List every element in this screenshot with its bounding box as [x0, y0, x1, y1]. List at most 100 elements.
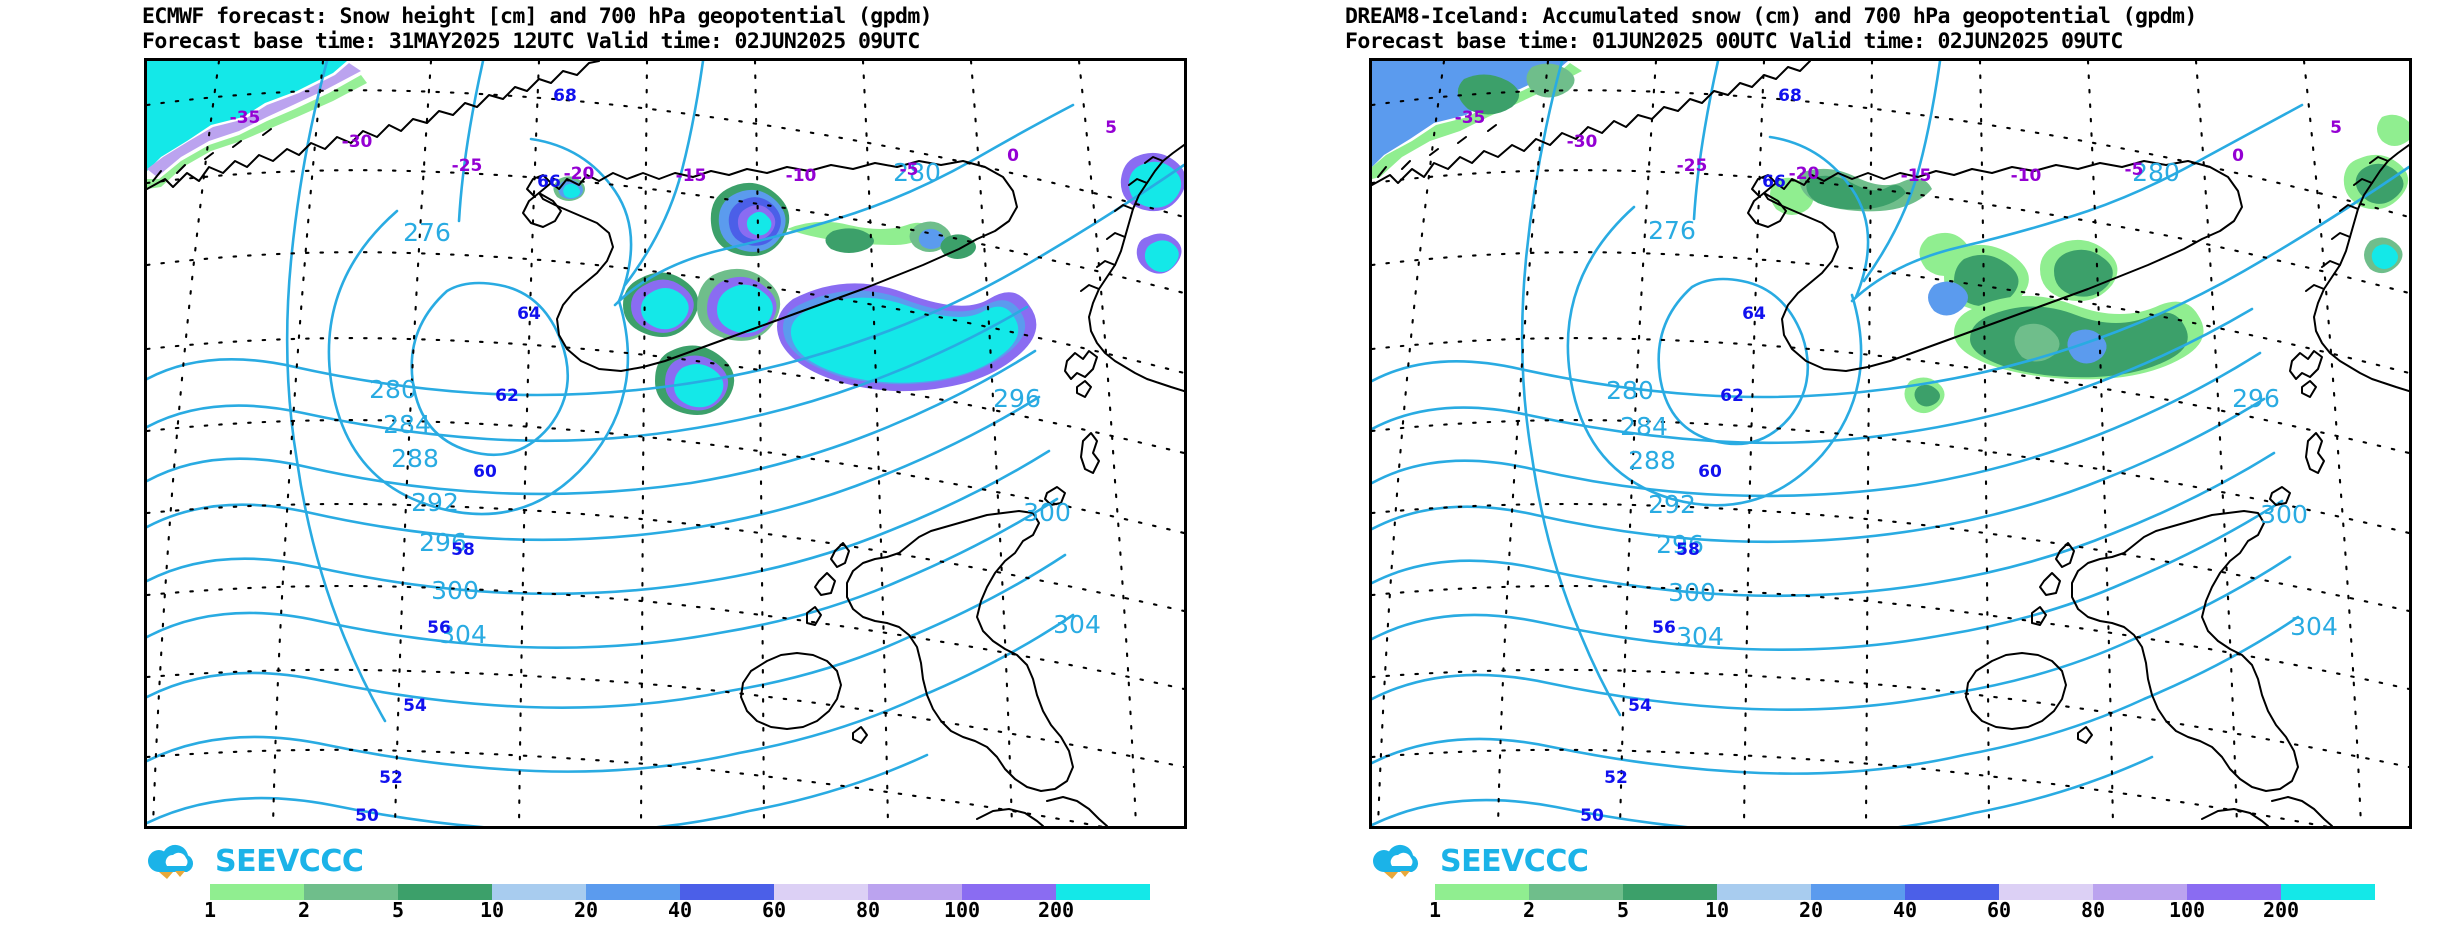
colorbar-swatch-100 — [962, 884, 1056, 900]
colorbar-swatch-60 — [1999, 884, 2093, 900]
panel-left-colorbar — [210, 884, 1150, 900]
svg-text:280: 280 — [893, 158, 941, 187]
svg-text:64: 64 — [1742, 304, 1766, 324]
svg-text:-5: -5 — [2125, 160, 2144, 180]
panel-left-titles: ECMWF forecast: Snow height [cm] and 700… — [142, 4, 1222, 54]
svg-text:288: 288 — [391, 444, 439, 473]
svg-text:66: 66 — [1762, 172, 1786, 192]
colorbar-tick-2: 2 — [297, 898, 311, 922]
svg-text:0: 0 — [1007, 146, 1019, 166]
colorbar-swatch-80 — [868, 884, 962, 900]
colorbar-swatch-2 — [1529, 884, 1623, 900]
svg-text:5: 5 — [2330, 118, 2342, 138]
svg-text:64: 64 — [517, 304, 541, 324]
panel-left-title-line1: ECMWF forecast: Snow height [cm] and 700… — [142, 4, 933, 29]
svg-text:0: 0 — [2232, 146, 2244, 166]
svg-text:60: 60 — [1698, 462, 1722, 482]
svg-text:-30: -30 — [342, 132, 373, 152]
colorbar-tick-20: 20 — [1798, 898, 1824, 922]
colorbar-swatch-20 — [586, 884, 680, 900]
svg-text:58: 58 — [1676, 540, 1700, 560]
colorbar-tick-20: 20 — [573, 898, 599, 922]
svg-text:50: 50 — [355, 806, 379, 826]
svg-text:-20: -20 — [564, 164, 595, 184]
svg-text:288: 288 — [1628, 446, 1676, 475]
svg-text:284: 284 — [383, 410, 431, 439]
svg-text:300: 300 — [431, 576, 479, 605]
svg-text:50: 50 — [1580, 806, 1604, 826]
panel-left-logo: SEEVCCC — [145, 842, 465, 884]
svg-text:300: 300 — [1668, 578, 1716, 607]
colorbar-tick-80: 80 — [2080, 898, 2106, 922]
colorbar-swatch-40 — [680, 884, 774, 900]
svg-text:284: 284 — [1620, 412, 1668, 441]
svg-text:62: 62 — [1720, 386, 1744, 406]
svg-text:-25: -25 — [452, 156, 483, 176]
colorbar-tick-1: 1 — [1428, 898, 1442, 922]
panel-left-colorbar-ticks: 1 2 5 10 20 40 60 80 100 200 — [204, 898, 1150, 924]
svg-text:-10: -10 — [786, 166, 817, 186]
svg-text:292: 292 — [411, 488, 459, 517]
svg-text:52: 52 — [1604, 768, 1628, 788]
colorbar-swatch-1 — [210, 884, 304, 900]
svg-text:-15: -15 — [1901, 166, 1932, 186]
colorbar-swatch-5 — [1623, 884, 1717, 900]
svg-text:5: 5 — [1105, 118, 1117, 138]
colorbar-tick-60: 60 — [1986, 898, 2012, 922]
colorbar-swatch-100 — [2187, 884, 2281, 900]
panel-right-titles: DREAM8-Iceland: Accumulated snow (cm) an… — [1345, 4, 2425, 54]
svg-text:296: 296 — [2232, 384, 2280, 413]
svg-text:300: 300 — [1023, 498, 1071, 527]
colorbar-swatch-80 — [2093, 884, 2187, 900]
colorbar-tick-5: 5 — [391, 898, 405, 922]
seevccc-cloud-icon — [145, 842, 209, 882]
svg-text:56: 56 — [427, 618, 451, 638]
panel-right-colorbar — [1435, 884, 2375, 900]
panel-right-title-line1: DREAM8-Iceland: Accumulated snow (cm) an… — [1345, 4, 2197, 29]
svg-text:304: 304 — [1053, 610, 1101, 639]
colorbar-tick-1: 1 — [203, 898, 217, 922]
colorbar-tick-100: 100 — [2168, 898, 2206, 922]
svg-text:60: 60 — [473, 462, 497, 482]
colorbar-tick-80: 80 — [855, 898, 881, 922]
svg-text:54: 54 — [403, 696, 427, 716]
seevccc-wordmark: SEEVCCC — [1440, 844, 1589, 879]
panel-right-map[interactable]: 276 280 280 284 288 292 296 296 300 300 … — [1369, 58, 2412, 829]
seevccc-cloud-icon — [1370, 842, 1434, 882]
svg-text:68: 68 — [1778, 86, 1802, 106]
svg-text:304: 304 — [2290, 612, 2338, 641]
svg-text:292: 292 — [1648, 490, 1696, 519]
svg-text:280: 280 — [1606, 376, 1654, 405]
colorbar-tick-10: 10 — [479, 898, 505, 922]
colorbar-tick-40: 40 — [1892, 898, 1918, 922]
svg-text:66: 66 — [537, 172, 561, 192]
colorbar-swatch-60 — [774, 884, 868, 900]
colorbar-swatch-200 — [2281, 884, 2375, 900]
svg-text:56: 56 — [1652, 618, 1676, 638]
svg-text:296: 296 — [419, 528, 467, 557]
svg-text:280: 280 — [2132, 158, 2180, 187]
panel-left-title-line2: Forecast base time: 31MAY2025 12UTC Vali… — [142, 29, 920, 54]
seevccc-wordmark: SEEVCCC — [215, 844, 364, 879]
panel-left-map[interactable]: 276 280 280 284 288 292 296 296 300 300 … — [144, 58, 1187, 829]
colorbar-swatch-40 — [1905, 884, 1999, 900]
svg-text:68: 68 — [553, 86, 577, 106]
colorbar-tick-10: 10 — [1704, 898, 1730, 922]
colorbar-tick-200: 200 — [1037, 898, 1075, 922]
colorbar-swatch-10 — [1717, 884, 1811, 900]
colorbar-tick-100: 100 — [943, 898, 981, 922]
svg-text:-35: -35 — [230, 108, 261, 128]
panel-right-colorbar-ticks: 1 2 5 10 20 40 60 80 100 200 — [1429, 898, 2375, 924]
svg-text:-10: -10 — [2011, 166, 2042, 186]
svg-text:-20: -20 — [1789, 164, 1820, 184]
colorbar-tick-40: 40 — [667, 898, 693, 922]
svg-text:276: 276 — [403, 218, 451, 247]
colorbar-swatch-200 — [1056, 884, 1150, 900]
colorbar-tick-5: 5 — [1616, 898, 1630, 922]
panel-right: DREAM8-Iceland: Accumulated snow (cm) an… — [1225, 0, 2449, 925]
svg-text:54: 54 — [1628, 696, 1652, 716]
svg-text:52: 52 — [379, 768, 403, 788]
svg-text:58: 58 — [451, 540, 475, 560]
svg-text:-30: -30 — [1567, 132, 1598, 152]
colorbar-swatch-1 — [1435, 884, 1529, 900]
